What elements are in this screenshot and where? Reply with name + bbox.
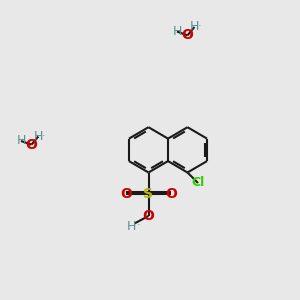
Text: H: H [16, 134, 26, 148]
Text: O: O [165, 188, 177, 201]
Text: ·: · [198, 21, 202, 31]
Text: H: H [190, 20, 199, 34]
Text: O: O [182, 28, 194, 42]
Text: O: O [120, 188, 132, 201]
Text: O: O [142, 209, 154, 223]
Text: H: H [172, 25, 182, 38]
Text: ·: · [42, 130, 46, 141]
Text: ·: · [137, 220, 141, 230]
Text: S: S [143, 188, 154, 201]
Text: H: H [127, 220, 136, 233]
Text: H: H [34, 130, 43, 143]
Text: O: O [26, 138, 38, 152]
Text: Cl: Cl [191, 176, 205, 190]
